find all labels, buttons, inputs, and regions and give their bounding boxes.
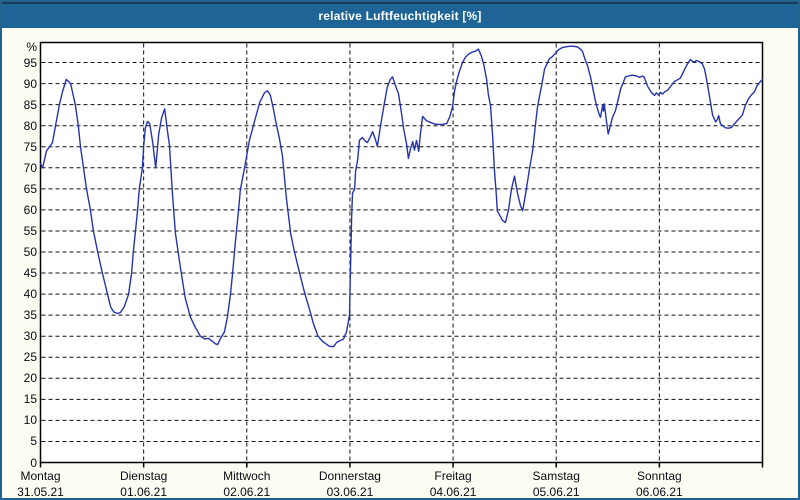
day-name: Donnerstag	[318, 469, 381, 483]
y-tick-label-40: 40	[23, 287, 37, 302]
y-tick-label-15: 15	[23, 392, 37, 407]
y-tick-label-30: 30	[23, 329, 37, 344]
y-tick-label-85: 85	[23, 97, 37, 112]
day-date: 04.06.21	[429, 485, 477, 499]
y-tick-label-80: 80	[23, 118, 37, 133]
day-date: 01.06.21	[120, 485, 167, 499]
y-tick-label-10: 10	[23, 413, 37, 428]
x-day-label-freitag: Freitag 04.06.21	[405, 468, 501, 499]
y-tick-label-25: 25	[23, 350, 37, 365]
y-tick-label-50: 50	[23, 245, 37, 259]
y-tick-label-90: 90	[23, 76, 37, 91]
day-name: Sonntag	[636, 469, 682, 483]
y-tick-label-55: 55	[23, 223, 37, 238]
x-day-label-montag: Montag 31.05.21	[2, 468, 89, 499]
y-tick-label-75: 75	[23, 139, 37, 154]
y-tick-label-70: 70	[23, 160, 37, 175]
day-name: Dienstag	[119, 469, 168, 483]
y-axis-unit-label: %	[26, 40, 37, 54]
day-name: Samstag	[532, 469, 580, 483]
x-day-label-samstag: Samstag 05.06.21	[508, 468, 604, 499]
window-title: relative Luftfeuchtigkeit [%]	[318, 9, 482, 23]
y-tick-label-35: 35	[23, 308, 37, 323]
y-tick-label-0: 0	[30, 455, 37, 470]
day-name: Mittwoch	[223, 469, 271, 483]
x-day-label-sonntag: Sonntag 06.06.21	[611, 468, 707, 499]
humidity-series-line	[39, 45, 764, 348]
y-tick-label-60: 60	[23, 202, 37, 217]
day-date: 03.06.21	[326, 485, 374, 499]
day-date: 05.06.21	[532, 485, 580, 499]
y-tick-label-45: 45	[23, 266, 37, 281]
y-tick-label-5: 5	[30, 434, 37, 449]
y-tick-label-65: 65	[23, 181, 37, 196]
day-name: Montag	[20, 469, 61, 483]
x-day-label-dienstag: Dienstag 01.06.21	[96, 468, 192, 499]
day-date: 31.05.21	[17, 485, 64, 499]
y-tick-label-20: 20	[23, 371, 37, 386]
window-title-bar: relative Luftfeuchtigkeit [%]	[2, 2, 798, 28]
day-date: 02.06.21	[223, 485, 271, 499]
y-tick-label-95: 95	[23, 55, 37, 70]
day-date: 06.06.21	[635, 485, 683, 499]
day-name: Freitag	[434, 469, 472, 483]
x-day-label-donnerstag: Donnerstag 03.06.21	[302, 468, 398, 499]
x-day-label-mittwoch: Mittwoch 02.06.21	[199, 468, 295, 499]
